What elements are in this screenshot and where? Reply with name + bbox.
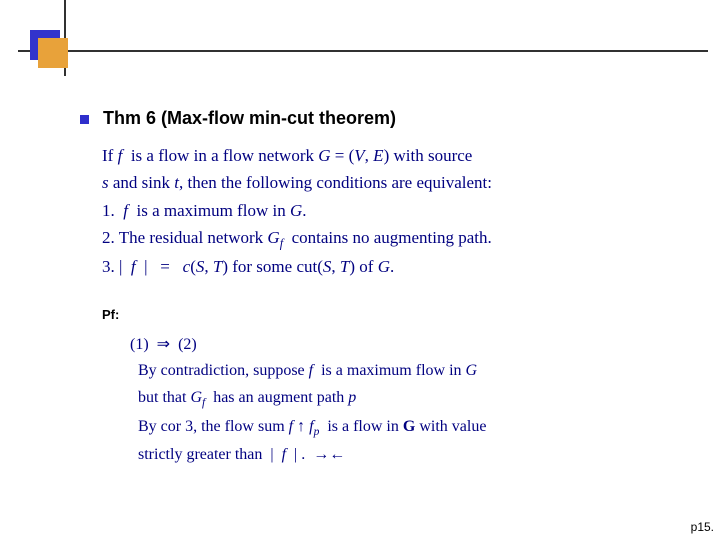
theorem-statement: If f is a flow in a flow network G = (V,… xyxy=(102,143,680,281)
proof-line: By cor 3, the flow sum f ↑ fp is a flow … xyxy=(130,414,680,442)
proof-line: but that Gf has an augment path p xyxy=(130,385,680,413)
proof-line: By contradiction, suppose f is a maximum… xyxy=(130,358,680,384)
orange-square xyxy=(38,38,68,68)
h-rule xyxy=(18,50,708,52)
title-row: Thm 6 (Max-flow min-cut theorem) xyxy=(80,108,680,129)
proof-body: (1) ⇒ (2) By contradiction, suppose f is… xyxy=(130,332,680,468)
proof-line: (1) ⇒ (2) xyxy=(130,332,680,358)
proof-label: Pf: xyxy=(102,307,680,322)
theorem-line: 2. The residual network Gf contains no a… xyxy=(102,225,680,253)
theorem-line: 1. f is a maximum flow in G. xyxy=(102,198,680,224)
proof-line: strictly greater than | f | . →← xyxy=(130,442,680,468)
slide-corner-decoration xyxy=(0,0,720,90)
theorem-title: Thm 6 (Max-flow min-cut theorem) xyxy=(103,108,396,129)
theorem-line: 3. | f | = c(S, T) for some cut(S, T) of… xyxy=(102,254,680,280)
theorem-line: If f is a flow in a flow network G = (V,… xyxy=(102,143,680,169)
theorem-line: s and sink t, then the following conditi… xyxy=(102,170,680,196)
page-number: p15. xyxy=(691,520,714,534)
bullet-icon xyxy=(80,115,89,124)
slide-content: Thm 6 (Max-flow min-cut theorem) If f is… xyxy=(80,108,680,469)
